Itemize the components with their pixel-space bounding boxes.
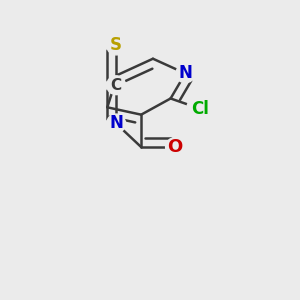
- Text: N: N: [178, 64, 192, 82]
- Text: C: C: [111, 78, 122, 93]
- Text: S: S: [110, 37, 122, 55]
- Circle shape: [107, 76, 126, 94]
- Circle shape: [107, 114, 126, 133]
- Circle shape: [107, 36, 126, 55]
- Circle shape: [187, 95, 213, 122]
- Circle shape: [176, 64, 195, 83]
- Text: O: O: [167, 138, 183, 156]
- Text: N: N: [109, 115, 123, 133]
- Text: Cl: Cl: [191, 100, 209, 118]
- Circle shape: [166, 138, 184, 157]
